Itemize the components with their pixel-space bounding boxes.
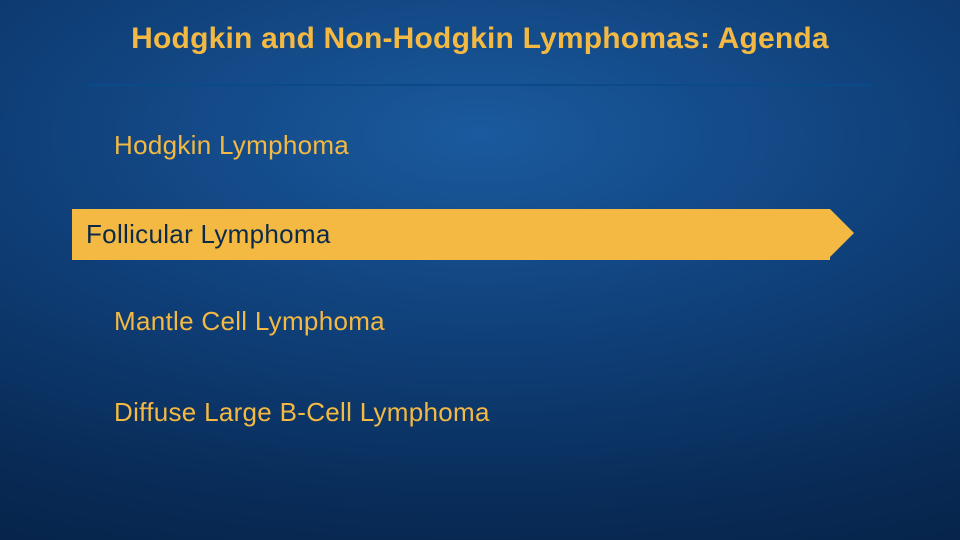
agenda-item: Hodgkin Lymphoma — [100, 120, 874, 171]
agenda-list: Hodgkin Lymphoma Follicular Lymphoma Man… — [86, 120, 874, 478]
slide-title: Hodgkin and Non-Hodgkin Lymphomas: Agend… — [0, 22, 960, 56]
title-divider — [86, 84, 874, 86]
slide: Hodgkin and Non-Hodgkin Lymphomas: Agend… — [0, 0, 960, 540]
agenda-item: Diffuse Large B-Cell Lymphoma — [100, 387, 874, 438]
agenda-item: Mantle Cell Lymphoma — [100, 296, 874, 347]
agenda-item-highlighted: Follicular Lymphoma — [72, 209, 830, 260]
